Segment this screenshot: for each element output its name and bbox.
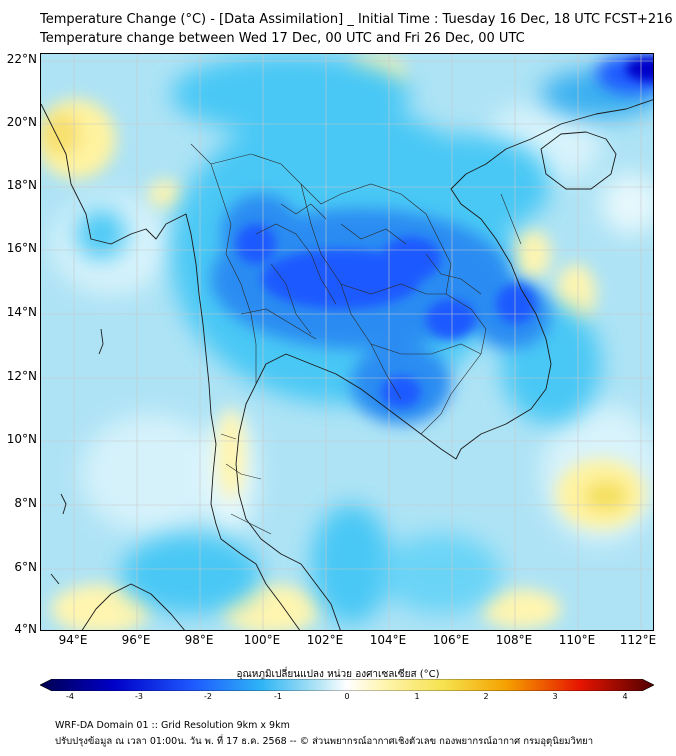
coastlines bbox=[41, 99, 653, 630]
temperature-change-map bbox=[40, 53, 654, 631]
colorbar-tick-minus1: -1 bbox=[274, 692, 282, 701]
lon-label-110e: 110°E bbox=[558, 633, 596, 647]
map-subtitle: Temperature change between Wed 17 Dec, 0… bbox=[40, 31, 525, 46]
lat-label-22n: 22°N bbox=[6, 52, 37, 66]
colorbar-tick-1: 1 bbox=[414, 692, 420, 701]
model-info: WRF-DA Domain 01 :: Grid Resolution 9km … bbox=[55, 720, 290, 731]
lat-label-12n: 12°N bbox=[6, 369, 37, 383]
lat-label-6n: 6°N bbox=[14, 560, 37, 574]
lat-label-14n: 14°N bbox=[6, 305, 37, 319]
colorbar-tick-0: 0 bbox=[344, 692, 350, 701]
lat-label-18n: 18°N bbox=[6, 178, 37, 192]
lon-label-98e: 98°E bbox=[184, 633, 214, 647]
colorbar-title: อุณหภูมิเปลี่ยนแปลง หน่วย องศาเซลเซียส (… bbox=[236, 669, 440, 680]
graticule bbox=[41, 54, 653, 630]
lat-label-4n: 4°N bbox=[14, 622, 37, 636]
map-canvas bbox=[41, 54, 653, 630]
colorbar-tick-minus4: -4 bbox=[66, 692, 74, 701]
lat-label-8n: 8°N bbox=[14, 496, 37, 510]
lat-label-10n: 10°N bbox=[6, 432, 37, 446]
lat-label-16n: 16°N bbox=[6, 241, 37, 255]
colorbar-tick-2: 2 bbox=[483, 692, 489, 701]
lon-label-102e: 102°E bbox=[306, 633, 344, 647]
colorbar bbox=[40, 679, 654, 691]
update-credit: ปรับปรุงข้อมูล ณ เวลา 01:00น. วัน พ. ที่… bbox=[55, 736, 594, 747]
colorbar-tick-minus2: -2 bbox=[204, 692, 212, 701]
lon-label-104e: 104°E bbox=[369, 633, 407, 647]
lat-label-20n: 20°N bbox=[6, 115, 37, 129]
lon-label-94e: 94°E bbox=[58, 633, 88, 647]
colorbar-tick-4: 4 bbox=[622, 692, 628, 701]
lon-label-96e: 96°E bbox=[121, 633, 151, 647]
lon-label-112e: 112°E bbox=[619, 633, 657, 647]
lon-label-106e: 106°E bbox=[432, 633, 470, 647]
map-title: Temperature Change (°C) - [Data Assimila… bbox=[40, 12, 673, 27]
colorbar-tick-3: 3 bbox=[552, 692, 558, 701]
colorbar-tick-minus3: -3 bbox=[135, 692, 143, 701]
admin-borders bbox=[190, 143, 522, 535]
lon-label-108e: 108°E bbox=[495, 633, 533, 647]
lon-label-100e: 100°E bbox=[243, 633, 281, 647]
